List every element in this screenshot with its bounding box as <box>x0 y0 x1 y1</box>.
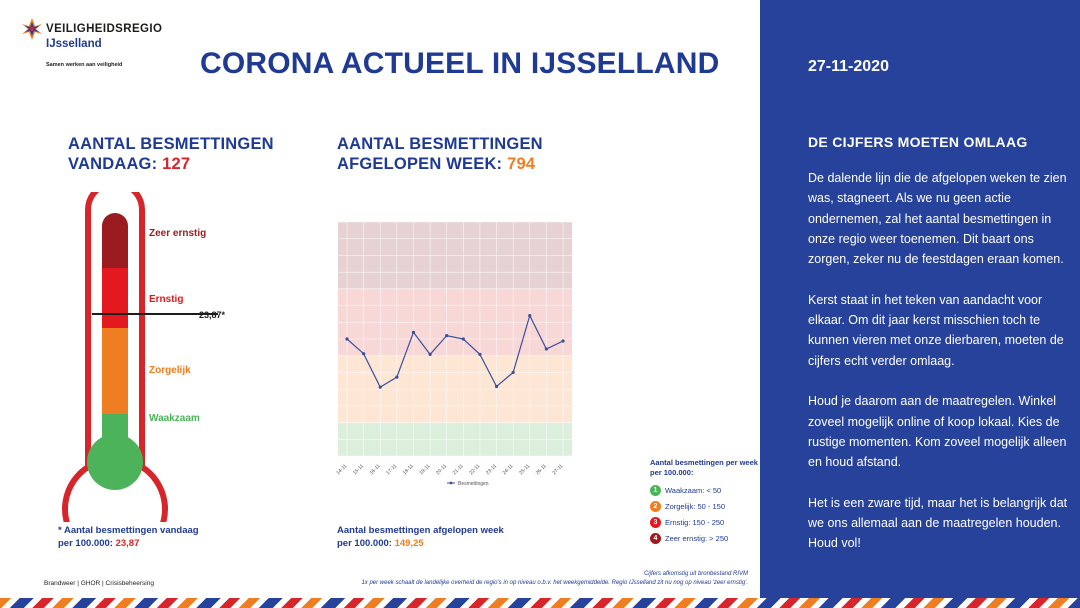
note-week-value: 149,25 <box>394 538 424 549</box>
headline-today-line2: VANDAAG: <box>68 155 158 173</box>
week-chart: 14-11 15-11 16-11 17-11 18-11 19-11 20-11 21-11… <box>330 218 580 493</box>
headline-today-line1: AANTAL BESMETTINGEN <box>68 135 274 153</box>
note-week-line1: Aantal besmettingen afgelopen week <box>337 525 504 536</box>
panel-paragraph-3: Houd je daarom aan de maatregelen. Winke… <box>808 394 1067 470</box>
chart-point <box>378 385 382 389</box>
footer-source: Cijfers afkomstig uit bronbestand RIVM 1… <box>361 570 748 588</box>
chart-tick-label: 20-11 <box>435 463 448 476</box>
chart-tick-label: 23-11 <box>485 463 498 476</box>
week-chart-svg: 14-11 15-11 16-11 17-11 18-11 19-11 20-11 21-11… <box>335 221 572 487</box>
thermometer-graphic: 23,87* Zeer ernstig Ernstig Zorgelijk Wa… <box>62 180 226 563</box>
week-count: 794 <box>507 155 536 173</box>
legend-item: 1 Waakzaam: < 50 <box>650 482 760 498</box>
legend-item: 2 Zorgelijk: 50 - 150 <box>650 498 760 514</box>
headline-today: AANTAL BESMETTINGEN VANDAAG: 127 <box>68 134 274 174</box>
legend-number-icon: 4 <box>650 532 661 544</box>
level-zeer-ernstig-bar <box>102 213 128 268</box>
chart-point <box>561 339 565 343</box>
chart-tick-label: 27-11 <box>551 463 564 476</box>
legend-number-icon: 3 <box>650 516 661 528</box>
chart-tick-label: 17-11 <box>385 463 398 476</box>
chart-tick-label: 25-11 <box>518 463 531 476</box>
chart-point <box>395 375 399 379</box>
level-label-waakzaam: Waakzaam <box>149 413 200 424</box>
note-today-line2: per 100.000: <box>58 538 113 549</box>
chart-tick-label: 16-11 <box>369 463 382 476</box>
chart-tick-label: 14-11 <box>335 463 348 476</box>
legend-title: Aantal besmettingen per week per 100.000… <box>650 458 758 477</box>
level-legend: Aantal besmettingen per week per 100.000… <box>650 458 760 546</box>
chart-tick-label: 21-11 <box>452 463 465 476</box>
note-week: Aantal besmettingen afgelopen week per 1… <box>337 524 504 550</box>
chart-point <box>362 352 366 356</box>
chart-tick-label: 19-11 <box>418 463 431 476</box>
legend-label: Zeer ernstig: > 250 <box>665 533 729 543</box>
chart-point <box>461 337 465 341</box>
chart-point <box>445 334 449 338</box>
headline-week-line2: AFGELOPEN WEEK: <box>337 155 503 173</box>
thermometer: 23,87* Zeer ernstig Ernstig Zorgelijk Wa… <box>58 180 258 563</box>
panel-paragraph-2: Kerst staat in het teken van aandacht vo… <box>808 292 1064 368</box>
chart-legend-marker <box>449 481 453 485</box>
chart-point <box>428 352 432 356</box>
chart-tick-label: 26-11 <box>535 463 548 476</box>
footer-source-line2: 1x per week schaalt de landelijke overhe… <box>361 580 748 586</box>
note-today: * Aantal besmettingen vandaag per 100.00… <box>58 524 199 550</box>
chart-tick-label: 22-11 <box>468 463 481 476</box>
panel-title: DE CIJFERS MOETEN OMLAAG <box>808 134 1028 150</box>
chart-point <box>494 384 499 389</box>
chart-legend-label: Besmettingen <box>458 481 489 487</box>
panel-paragraph-4: Het is een zware tijd, maar het is belan… <box>808 495 1068 551</box>
legend-item: 3 Ernstig: 150 - 250 <box>650 514 760 530</box>
thermometer-bulb <box>87 434 143 490</box>
level-zorgelijk-bar <box>102 328 128 414</box>
chart-point <box>544 347 548 351</box>
page-title: CORONA ACTUEEL IN IJSSELLAND <box>200 47 720 80</box>
logo-mark-icon <box>22 18 42 40</box>
headline-week: AANTAL BESMETTINGEN AFGELOPEN WEEK: 794 <box>337 134 543 174</box>
legend-label: Zorgelijk: 50 - 150 <box>665 501 726 511</box>
note-week-line2: per 100.000: <box>337 538 392 549</box>
panel-date: 27-11-2020 <box>808 58 889 75</box>
footer-partners: Brandweer | GHOR | Crisisbeheersing <box>44 580 154 587</box>
current-level-value: 23,87* <box>199 310 226 320</box>
legend-item: 4 Zeer ernstig: > 250 <box>650 530 760 546</box>
level-label-ernstig: Ernstig <box>149 294 183 305</box>
legend-number-icon: 2 <box>650 500 661 512</box>
chart-tick-label: 24-11 <box>502 463 515 476</box>
chart-tick-label: 15-11 <box>352 463 365 476</box>
logo-tagline: Samen werken aan veiligheid <box>46 62 123 68</box>
panel-paragraph-1: De dalende lijn die de afgelopen weken t… <box>808 171 1067 267</box>
logo: VEILIGHEIDSREGIO IJsselland Samen werken… <box>22 18 192 78</box>
chart-point <box>511 370 515 375</box>
level-label-zeer-ernstig: Zeer ernstig <box>149 228 206 239</box>
chart-point <box>345 337 349 341</box>
footer-source-line1: Cijfers afkomstig uit bronbestand RIVM <box>643 571 748 577</box>
note-today-line1: * Aantal besmettingen vandaag <box>58 525 199 536</box>
logo-name: VEILIGHEIDSREGIO <box>46 23 163 35</box>
panel-body: De dalende lijn die de afgelopen weken t… <box>808 168 1068 574</box>
chart-series-line <box>346 313 564 388</box>
logo-region: IJsselland <box>46 38 102 50</box>
level-label-zorgelijk: Zorgelijk <box>149 365 191 376</box>
chart-point <box>411 330 416 334</box>
info-panel: 27-11-2020 DE CIJFERS MOETEN OMLAAG De d… <box>760 0 1080 608</box>
legend-label: Ernstig: 150 - 250 <box>665 517 725 527</box>
chart-point <box>478 352 482 356</box>
bottom-stripe <box>0 598 1080 608</box>
chart-point <box>528 314 532 318</box>
legend-number-icon: 1 <box>650 484 661 496</box>
headline-week-line1: AANTAL BESMETTINGEN <box>337 135 543 153</box>
today-count: 127 <box>162 155 191 173</box>
note-today-value: 23,87 <box>115 538 140 549</box>
legend-label: Waakzaam: < 50 <box>665 485 722 495</box>
chart-tick-label: 18-11 <box>402 463 415 476</box>
level-ernstig-bar <box>102 268 128 328</box>
